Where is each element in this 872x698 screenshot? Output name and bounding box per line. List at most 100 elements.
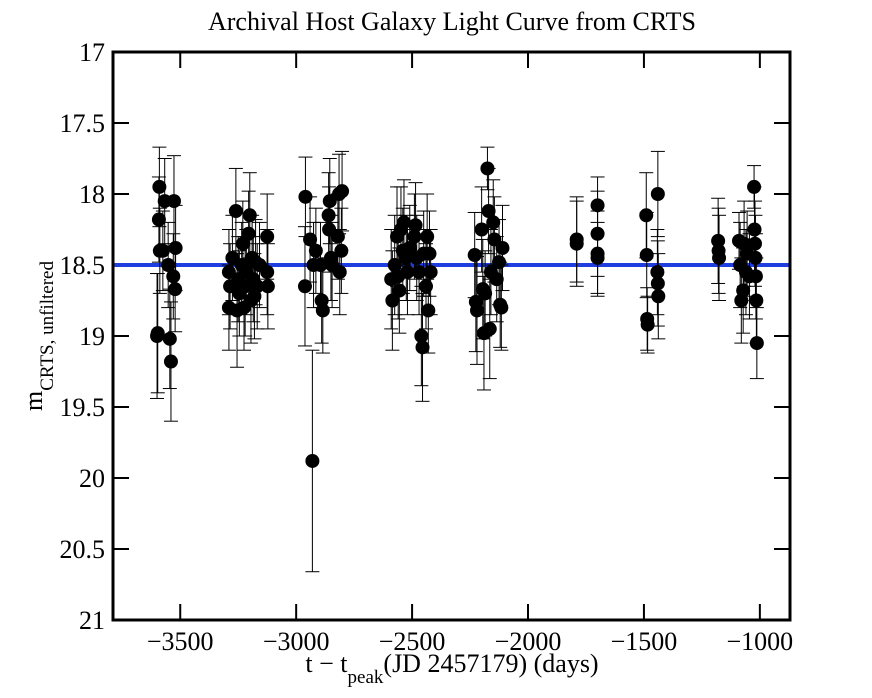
data-point <box>155 210 170 292</box>
point <box>330 229 345 244</box>
data-point <box>651 253 666 340</box>
data-point <box>168 246 183 333</box>
point <box>494 300 509 315</box>
data-point <box>260 229 275 316</box>
plot-frame <box>111 50 792 622</box>
point <box>749 293 764 308</box>
point <box>402 240 417 255</box>
data-point <box>313 221 328 309</box>
y-tick-label: 20 <box>79 464 105 493</box>
data-point <box>494 264 509 351</box>
point <box>315 303 330 318</box>
data-point <box>407 193 422 280</box>
point <box>228 204 243 219</box>
point <box>640 317 655 332</box>
point <box>482 321 497 336</box>
x-tick-label: −1000 <box>727 627 794 656</box>
data-point <box>305 349 320 573</box>
point <box>151 212 166 227</box>
data-point <box>260 243 275 330</box>
data-point <box>315 267 330 354</box>
point <box>332 265 347 280</box>
x-axis-label-part: t − t <box>305 649 348 678</box>
point <box>400 265 415 280</box>
point <box>415 340 430 355</box>
y-axis-label-part: m <box>19 391 48 411</box>
point <box>651 289 666 304</box>
point <box>166 269 181 284</box>
data-point <box>749 307 764 380</box>
point <box>421 303 436 318</box>
x-tick-label: −2000 <box>495 627 562 656</box>
data-point <box>650 150 665 238</box>
data-point <box>335 150 350 232</box>
x-tick-label: −1500 <box>611 627 678 656</box>
data-point <box>402 204 417 292</box>
point <box>396 215 411 230</box>
data-point <box>334 207 349 294</box>
point <box>250 279 265 294</box>
y-tick-label: 17 <box>79 38 105 67</box>
point <box>569 236 584 251</box>
data-point <box>482 278 497 380</box>
y-tick-label: 20.5 <box>60 535 106 564</box>
data-point <box>569 200 584 287</box>
point <box>305 453 320 468</box>
point <box>155 243 170 258</box>
point <box>412 265 427 280</box>
data-point <box>422 210 437 297</box>
point <box>334 243 349 258</box>
point <box>478 286 493 301</box>
point <box>481 204 496 219</box>
data-point <box>423 229 438 316</box>
y-axis-label-part: CRTS, unfiltered <box>37 261 58 391</box>
y-axis-label: mCRTS, unfiltered <box>19 261 58 411</box>
y-tick-label: 19 <box>79 322 105 351</box>
point <box>470 303 485 318</box>
data-point <box>640 295 655 354</box>
point <box>168 282 183 297</box>
point <box>467 248 482 263</box>
point <box>297 279 312 294</box>
point <box>408 218 423 233</box>
point <box>712 250 727 265</box>
point <box>736 283 751 298</box>
point <box>474 222 489 237</box>
point <box>639 248 654 263</box>
chart-title: Archival Host Galaxy Light Curve from CR… <box>208 7 696 36</box>
data-point <box>332 229 347 316</box>
point <box>486 215 501 230</box>
point <box>423 265 438 280</box>
data-point <box>297 226 312 347</box>
data-point <box>150 273 165 394</box>
data-point <box>161 221 176 309</box>
data-point <box>163 301 178 422</box>
x-tick-label: −3500 <box>147 627 214 656</box>
point <box>260 265 275 280</box>
data-point <box>712 214 727 301</box>
point <box>414 329 429 343</box>
point <box>308 243 323 258</box>
x-tick-label: −2500 <box>379 627 446 656</box>
y-tick-label: 17.5 <box>60 109 106 138</box>
data-point <box>166 155 181 248</box>
point <box>650 187 665 201</box>
point <box>150 326 165 341</box>
point <box>495 240 510 255</box>
x-axis-label-part: peak <box>348 667 384 688</box>
data-point <box>590 221 605 294</box>
x-axis-label-part: (JD 2457179) (days) <box>383 649 598 678</box>
point <box>161 258 176 272</box>
y-tick-label: 19.5 <box>60 393 106 422</box>
point <box>163 354 178 369</box>
y-tick-label: 18.5 <box>60 251 106 280</box>
point <box>422 246 437 261</box>
y-tick-label: 18 <box>79 180 105 209</box>
point <box>313 258 328 272</box>
point <box>162 331 177 346</box>
point <box>260 279 275 294</box>
data-point <box>495 204 510 292</box>
point <box>749 336 764 351</box>
data-point <box>470 255 485 365</box>
